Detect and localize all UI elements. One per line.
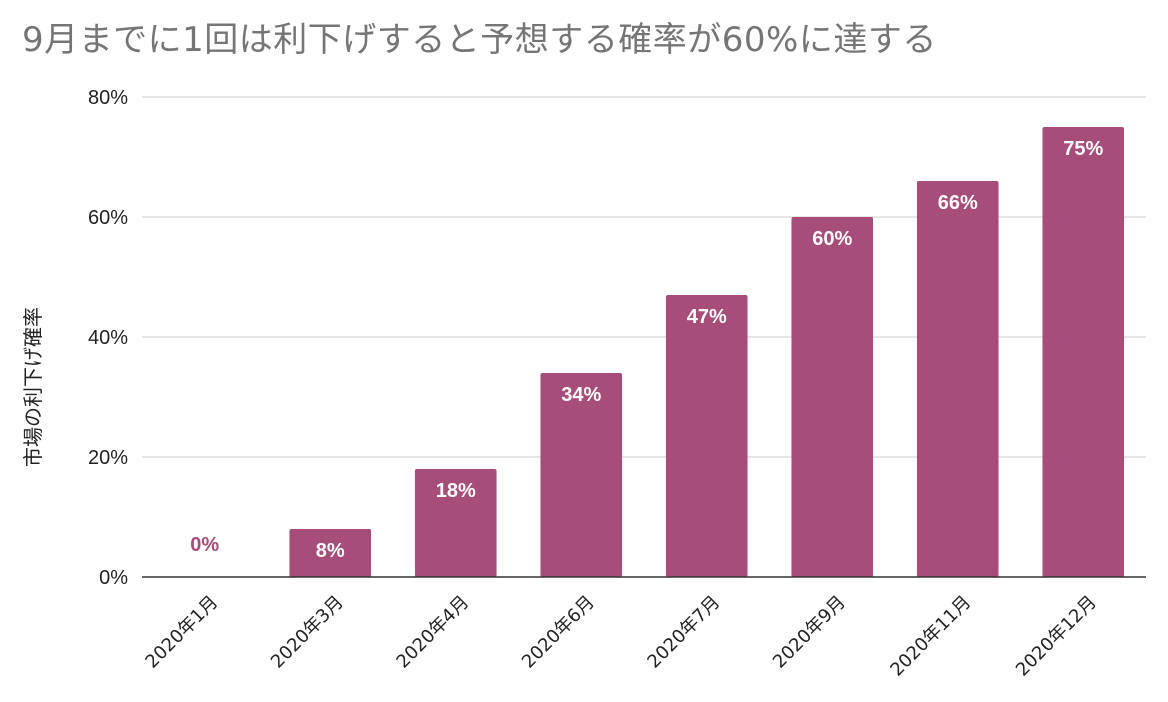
y-axis-ticks: 0% 20% 40% 60% 80% xyxy=(88,87,128,589)
bar xyxy=(1042,127,1125,577)
data-label: 34% xyxy=(561,384,601,406)
x-tick-label: 2020年9月 xyxy=(769,592,850,673)
y-tick-label: 60% xyxy=(88,207,128,229)
x-tick-label: 2020年4月 xyxy=(392,592,473,673)
data-label: 8% xyxy=(316,540,345,562)
data-label: 18% xyxy=(436,480,476,502)
y-tick-label: 0% xyxy=(99,567,128,589)
y-tick-label: 20% xyxy=(88,447,128,469)
y-tick-label: 40% xyxy=(88,327,128,349)
bar xyxy=(414,469,497,577)
y-tick-label: 80% xyxy=(88,87,128,109)
bars xyxy=(289,127,1125,577)
data-label: 66% xyxy=(938,192,978,214)
y-axis-label: 市場の利下げ確率 xyxy=(21,307,45,467)
bar xyxy=(665,295,748,577)
bar xyxy=(289,529,372,577)
value-labels: 0% 8% 18% 34% 47% 60% 66% 75% xyxy=(190,138,1103,562)
bar xyxy=(916,181,999,577)
data-label: 60% xyxy=(812,228,852,250)
x-tick-label: 2020年11月 xyxy=(886,592,975,681)
bar xyxy=(791,217,874,577)
x-tick-label: 2020年1月 xyxy=(141,592,222,673)
data-label: 75% xyxy=(1063,138,1103,160)
data-label: 0% xyxy=(190,534,219,556)
x-tick-label: 2020年7月 xyxy=(643,592,724,673)
data-label: 47% xyxy=(687,306,727,328)
x-tick-label: 2020年6月 xyxy=(518,592,599,673)
x-tick-label: 2020年3月 xyxy=(267,592,348,673)
bar xyxy=(540,373,623,577)
x-tick-label: 2020年12月 xyxy=(1012,592,1101,681)
chart-title: 9月までに1回は利下げすると予想する確率が60%に達する xyxy=(22,20,937,60)
x-axis-ticks: 2020年1月 2020年3月 2020年4月 2020年6月 2020年7月 2020年… xyxy=(141,592,1100,681)
